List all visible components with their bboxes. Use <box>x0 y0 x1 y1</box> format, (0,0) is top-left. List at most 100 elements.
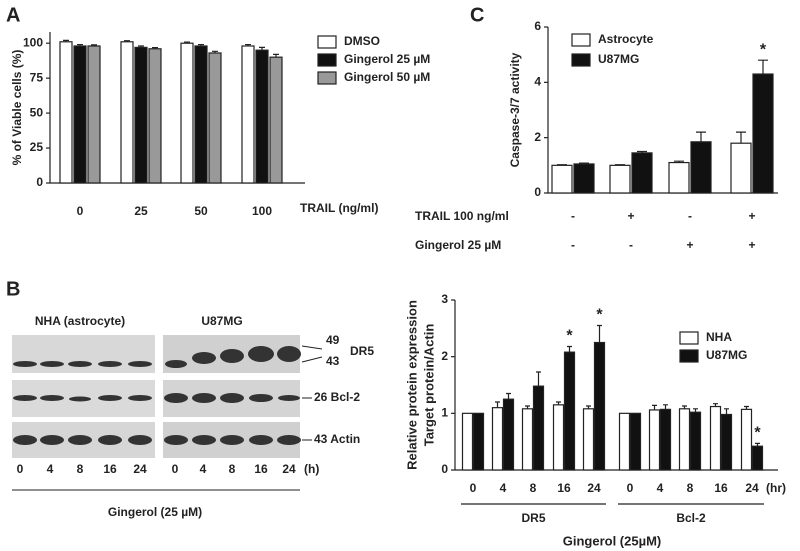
row-value: - <box>688 209 692 223</box>
bar <box>521 408 534 471</box>
panel-letter: B <box>6 278 20 300</box>
legend-label: DMSO <box>344 34 380 48</box>
error-bar <box>586 405 591 409</box>
legend-swatch <box>317 35 337 49</box>
y-tick-label: 6 <box>534 19 541 33</box>
blot-time: 8 <box>229 462 236 476</box>
blot-group: NHA (astrocyte) <box>35 314 125 328</box>
blot-group: U87MG <box>201 314 242 328</box>
y-tick-label: 3 <box>441 292 448 306</box>
bar <box>582 408 595 471</box>
error-bar <box>212 50 218 53</box>
bar <box>668 161 690 194</box>
blot-time: 0 <box>17 462 24 476</box>
bar <box>659 408 672 471</box>
row-value: + <box>686 238 693 252</box>
bar <box>255 49 269 184</box>
error-bar <box>556 401 561 405</box>
row-value: - <box>629 238 633 252</box>
legend-label: U87MG <box>706 348 747 362</box>
error-bar <box>652 404 657 410</box>
bar <box>269 56 283 184</box>
error-bar <box>273 53 279 58</box>
y-tick-label: 1 <box>441 406 448 420</box>
y-tick-label: 2 <box>534 130 541 144</box>
blot-unit: (h) <box>304 462 319 476</box>
row-label: TRAIL 100 ng/ml <box>415 209 509 223</box>
bar <box>134 46 148 184</box>
y-axis-label: Target protein/Actin <box>421 324 436 447</box>
blot-marker: 43 <box>326 354 340 368</box>
y-tick-label: 4 <box>534 75 541 89</box>
error-bar <box>152 47 158 49</box>
bar <box>730 142 752 194</box>
bar <box>678 408 691 471</box>
bar <box>87 45 101 184</box>
bar <box>208 52 222 184</box>
bar <box>552 404 565 471</box>
legend-swatch <box>571 33 591 47</box>
value-label: * <box>760 41 767 58</box>
legend-label: U87MG <box>598 52 639 66</box>
y-tick-label: 50 <box>30 105 44 119</box>
error-bar <box>597 324 602 343</box>
blot-row: 43 Actin <box>314 432 360 446</box>
error-bar <box>245 43 251 46</box>
value-label: * <box>566 328 573 345</box>
x-tick-label: 4 <box>657 481 664 495</box>
bar <box>689 411 702 471</box>
error-bar <box>744 405 749 410</box>
y-tick-label: 100 <box>23 35 43 49</box>
error-bar <box>736 131 746 144</box>
error-bar <box>693 408 698 413</box>
blot-time: 24 <box>133 462 147 476</box>
bands <box>13 346 301 445</box>
bar <box>563 351 576 471</box>
error-bar <box>682 405 687 409</box>
x-tick-label: 8 <box>530 481 537 495</box>
error-bar <box>755 442 760 447</box>
bar <box>609 164 631 194</box>
blot-strip <box>12 335 155 373</box>
error-bar <box>124 40 130 42</box>
legend-swatch <box>571 53 591 67</box>
error-bar <box>579 162 589 164</box>
bar <box>751 445 764 471</box>
bar <box>690 141 712 194</box>
blot-time: 24 <box>282 462 296 476</box>
bar <box>461 412 474 471</box>
value-label: * <box>754 425 761 442</box>
y-axis-label: % of Viable cells (%) <box>10 50 24 166</box>
error-bar <box>724 408 729 415</box>
error-bar <box>63 39 69 42</box>
error-bar <box>138 45 144 48</box>
bar <box>472 412 485 471</box>
y-axis-label: Caspase-3/7 activity <box>508 52 522 167</box>
panel-letter: A <box>6 4 20 26</box>
error-bar <box>674 160 684 163</box>
error-bar <box>525 405 530 409</box>
error-bar <box>198 43 204 46</box>
legend-swatch <box>679 349 699 363</box>
bar <box>194 45 208 184</box>
error-bar <box>713 403 718 407</box>
bar <box>180 42 194 184</box>
panel-letter: C <box>470 4 484 26</box>
x-tick-label: 25 <box>134 204 148 218</box>
y-tick-label: 0 <box>36 175 43 189</box>
blot-time: 4 <box>200 462 207 476</box>
y-tick-label: 0 <box>534 185 541 199</box>
x-tick-label: 0 <box>470 481 477 495</box>
x-tick-label: 24 <box>587 481 601 495</box>
value-label: * <box>596 307 603 324</box>
error-bar <box>495 401 500 408</box>
y-tick-label: 0 <box>441 462 448 476</box>
bar <box>73 45 87 184</box>
x-tick-label: 100 <box>252 204 272 218</box>
error-bar <box>567 345 572 353</box>
legend-label: Gingerol 50 µM <box>344 70 430 84</box>
x-tick-label: 16 <box>557 481 571 495</box>
x-axis-label: Gingerol (25µM) <box>563 533 662 548</box>
legend-label: Gingerol 25 µM <box>344 52 430 66</box>
